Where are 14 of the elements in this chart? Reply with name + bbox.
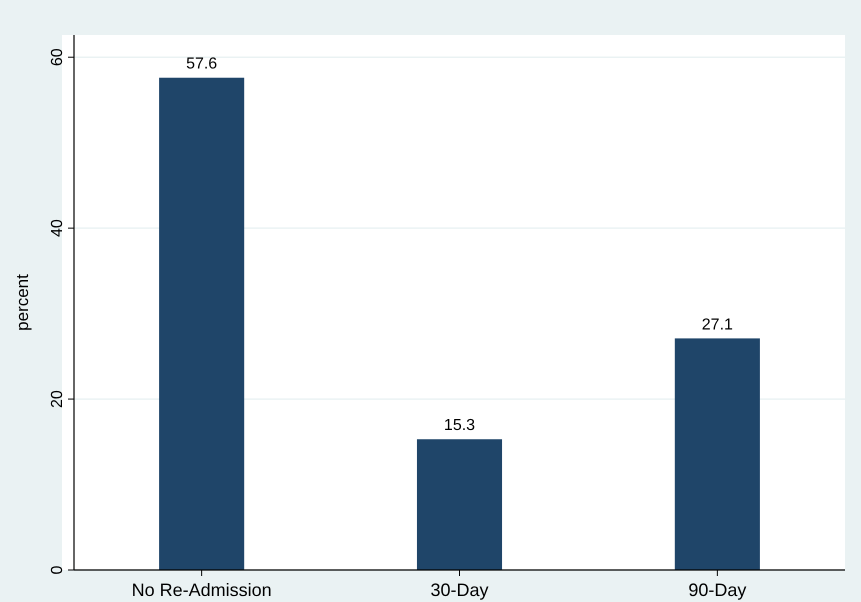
bar — [159, 78, 244, 570]
x-tick-label: 30-Day — [430, 580, 489, 600]
x-tick-label: 90-Day — [688, 580, 746, 600]
y-tick-label: 0 — [49, 565, 66, 574]
y-tick-label: 60 — [49, 48, 66, 66]
bar — [416, 439, 502, 570]
y-tick-label: 20 — [49, 390, 66, 408]
data-label: 57.6 — [186, 56, 218, 73]
bar — [674, 338, 760, 570]
y-axis-title: percent — [13, 274, 32, 331]
y-tick-label: 40 — [49, 219, 66, 238]
data-label: 27.1 — [702, 316, 734, 334]
x-tick-label: No Re-Admission — [132, 580, 272, 600]
data-label: 15.3 — [444, 417, 476, 434]
